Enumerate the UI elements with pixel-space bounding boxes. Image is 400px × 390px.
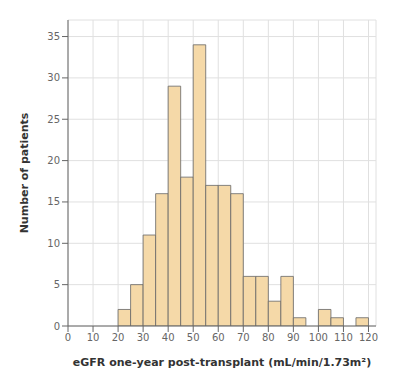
svg-text:15: 15 — [47, 196, 60, 207]
svg-text:35: 35 — [47, 31, 60, 42]
svg-text:25: 25 — [47, 114, 60, 125]
svg-text:10: 10 — [47, 238, 60, 249]
svg-text:70: 70 — [237, 332, 250, 343]
svg-text:120: 120 — [359, 332, 378, 343]
svg-text:30: 30 — [47, 72, 60, 83]
svg-text:0: 0 — [65, 332, 71, 343]
svg-text:30: 30 — [137, 332, 150, 343]
svg-text:40: 40 — [162, 332, 175, 343]
svg-text:5: 5 — [54, 279, 60, 290]
svg-text:20: 20 — [112, 332, 125, 343]
svg-text:eGFR one-year post-transplant: eGFR one-year post-transplant (mL/min/1.… — [73, 356, 371, 369]
svg-text:110: 110 — [334, 332, 353, 343]
svg-text:10: 10 — [87, 332, 100, 343]
svg-text:0: 0 — [54, 321, 60, 332]
svg-text:90: 90 — [287, 332, 300, 343]
svg-text:60: 60 — [212, 332, 225, 343]
svg-text:100: 100 — [309, 332, 328, 343]
svg-text:Number of patients: Number of patients — [18, 112, 31, 233]
svg-text:50: 50 — [187, 332, 200, 343]
svg-text:20: 20 — [47, 155, 60, 166]
svg-text:80: 80 — [262, 332, 275, 343]
